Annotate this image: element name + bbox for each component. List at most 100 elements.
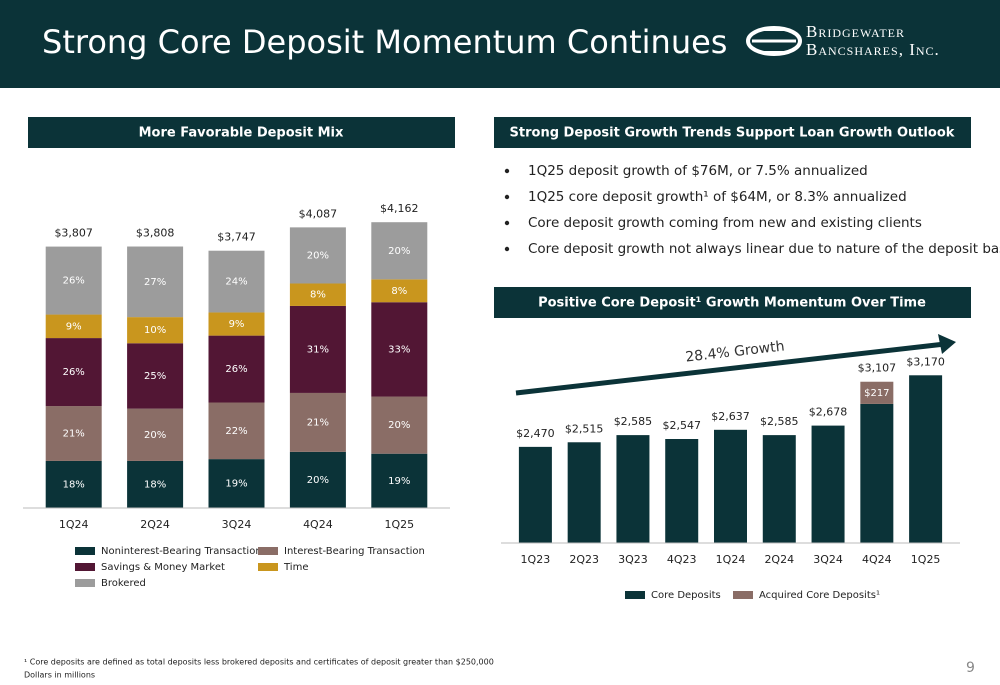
- data-label: 26%: [63, 276, 85, 287]
- x-tick-label: 2Q24: [140, 518, 170, 531]
- legend-swatch: [75, 579, 95, 587]
- x-tick-label: 4Q23: [667, 553, 697, 566]
- legend-swatch: [75, 547, 95, 555]
- data-label: 20%: [144, 430, 166, 441]
- bar-segment: [208, 312, 265, 336]
- page-number: 9: [966, 660, 975, 676]
- data-label: 8%: [391, 286, 407, 297]
- bar-segment: [45, 314, 102, 339]
- data-label: 19%: [225, 479, 247, 490]
- x-tick-label: 3Q24: [222, 518, 252, 531]
- bar-segment: [371, 279, 428, 303]
- bar-segment: [127, 246, 184, 318]
- x-tick-label: 1Q24: [59, 518, 89, 531]
- logo: Bridgewater Bancshares, Inc.: [746, 22, 940, 59]
- panel-heading: More Favorable Deposit Mix: [139, 126, 344, 141]
- bar-segment: [567, 442, 601, 543]
- panel-heading: Strong Deposit Growth Trends Support Loa…: [510, 126, 955, 141]
- bar-segment: [860, 403, 894, 543]
- x-tick-label: 3Q23: [618, 553, 648, 566]
- footnote: Dollars in millions: [24, 671, 95, 680]
- total-label: $2,547: [662, 419, 701, 432]
- bar-segment: [665, 439, 699, 543]
- bar-segment: [127, 343, 184, 409]
- bar-segment: [289, 451, 346, 508]
- bullet-text: 1Q25 core deposit growth¹ of $64M, or 8.…: [528, 189, 907, 205]
- x-tick-label: 4Q24: [303, 518, 333, 531]
- total-label: $2,515: [565, 422, 604, 435]
- total-label: $2,585: [614, 415, 653, 428]
- data-label: 20%: [307, 250, 329, 261]
- legend-label: Interest-Bearing Transaction: [284, 546, 425, 557]
- legend-swatch: [75, 563, 95, 571]
- data-label: 19%: [388, 476, 410, 487]
- data-label: 20%: [388, 246, 410, 257]
- x-tick-label: 1Q25: [911, 553, 941, 566]
- legend-swatch: [733, 591, 753, 599]
- x-tick-label: 1Q24: [716, 553, 746, 566]
- total-label: $3,747: [217, 231, 256, 244]
- total-label: $2,470: [516, 427, 555, 440]
- data-label: 26%: [225, 364, 247, 375]
- legend-label: Time: [283, 562, 308, 573]
- data-label: 10%: [144, 325, 166, 336]
- bullet-text: Core deposit growth not always linear du…: [528, 241, 1000, 257]
- data-label: 31%: [307, 344, 329, 355]
- bar-segment: [289, 392, 346, 452]
- data-label: 18%: [63, 479, 85, 490]
- data-label: 27%: [144, 277, 166, 288]
- legend-swatch: [258, 563, 278, 571]
- bar-segment: [371, 453, 428, 508]
- bullet-dot: [504, 168, 510, 174]
- bar-segment: [371, 396, 428, 454]
- x-tick-label: 2Q23: [569, 553, 599, 566]
- legend-swatch: [258, 547, 278, 555]
- panel-heading-band: [494, 287, 971, 318]
- legend-label: Core Deposits: [651, 590, 721, 601]
- x-tick-label: 1Q25: [384, 518, 414, 531]
- data-label: 9%: [66, 321, 82, 332]
- legend-label: Brokered: [101, 578, 146, 589]
- bar-segment: [208, 250, 265, 313]
- panel-heading-band: [494, 117, 971, 148]
- x-tick-label: 1Q23: [521, 553, 551, 566]
- legend-label: Noninterest-Bearing Transaction: [101, 546, 262, 557]
- total-label: $3,807: [54, 227, 93, 240]
- bullet-dot: [504, 220, 510, 226]
- data-label: 22%: [225, 426, 247, 437]
- total-label: $4,162: [380, 202, 419, 215]
- bar-segment: [289, 283, 346, 306]
- data-label: 20%: [307, 475, 329, 486]
- bar-segment: [811, 425, 845, 543]
- bar-segment: [371, 222, 428, 280]
- data-label: 24%: [225, 277, 247, 288]
- bar-segment: [45, 460, 102, 508]
- total-label: $2,585: [760, 415, 799, 428]
- bar-segment: [208, 459, 265, 508]
- total-label: $2,637: [711, 410, 750, 423]
- growth-arrow: [515, 341, 946, 396]
- bar-segment: [860, 381, 894, 404]
- bar-segment: [45, 406, 102, 461]
- bar-segment: [289, 227, 346, 284]
- data-label: 25%: [144, 371, 166, 382]
- bullet-dot: [504, 246, 510, 252]
- legend-label: Savings & Money Market: [101, 562, 225, 573]
- x-tick-label: 4Q24: [862, 553, 892, 566]
- data-label: 21%: [307, 417, 329, 428]
- growth-arrow-head: [938, 334, 956, 354]
- bar-segment: [518, 446, 552, 543]
- bar-segment: [127, 408, 184, 461]
- data-label: 20%: [388, 420, 410, 431]
- data-label: 9%: [229, 319, 245, 330]
- logo-text: Bancshares, Inc.: [806, 40, 940, 59]
- panel-heading-band: [28, 117, 455, 148]
- bar-segment: [616, 435, 650, 543]
- data-label: 26%: [63, 367, 85, 378]
- bar-segment: [909, 375, 943, 543]
- bullet-text: 1Q25 deposit growth of $76M, or 7.5% ann…: [528, 163, 868, 179]
- footnote: ¹ Core deposits are defined as total dep…: [24, 658, 494, 667]
- data-label: 33%: [388, 344, 410, 355]
